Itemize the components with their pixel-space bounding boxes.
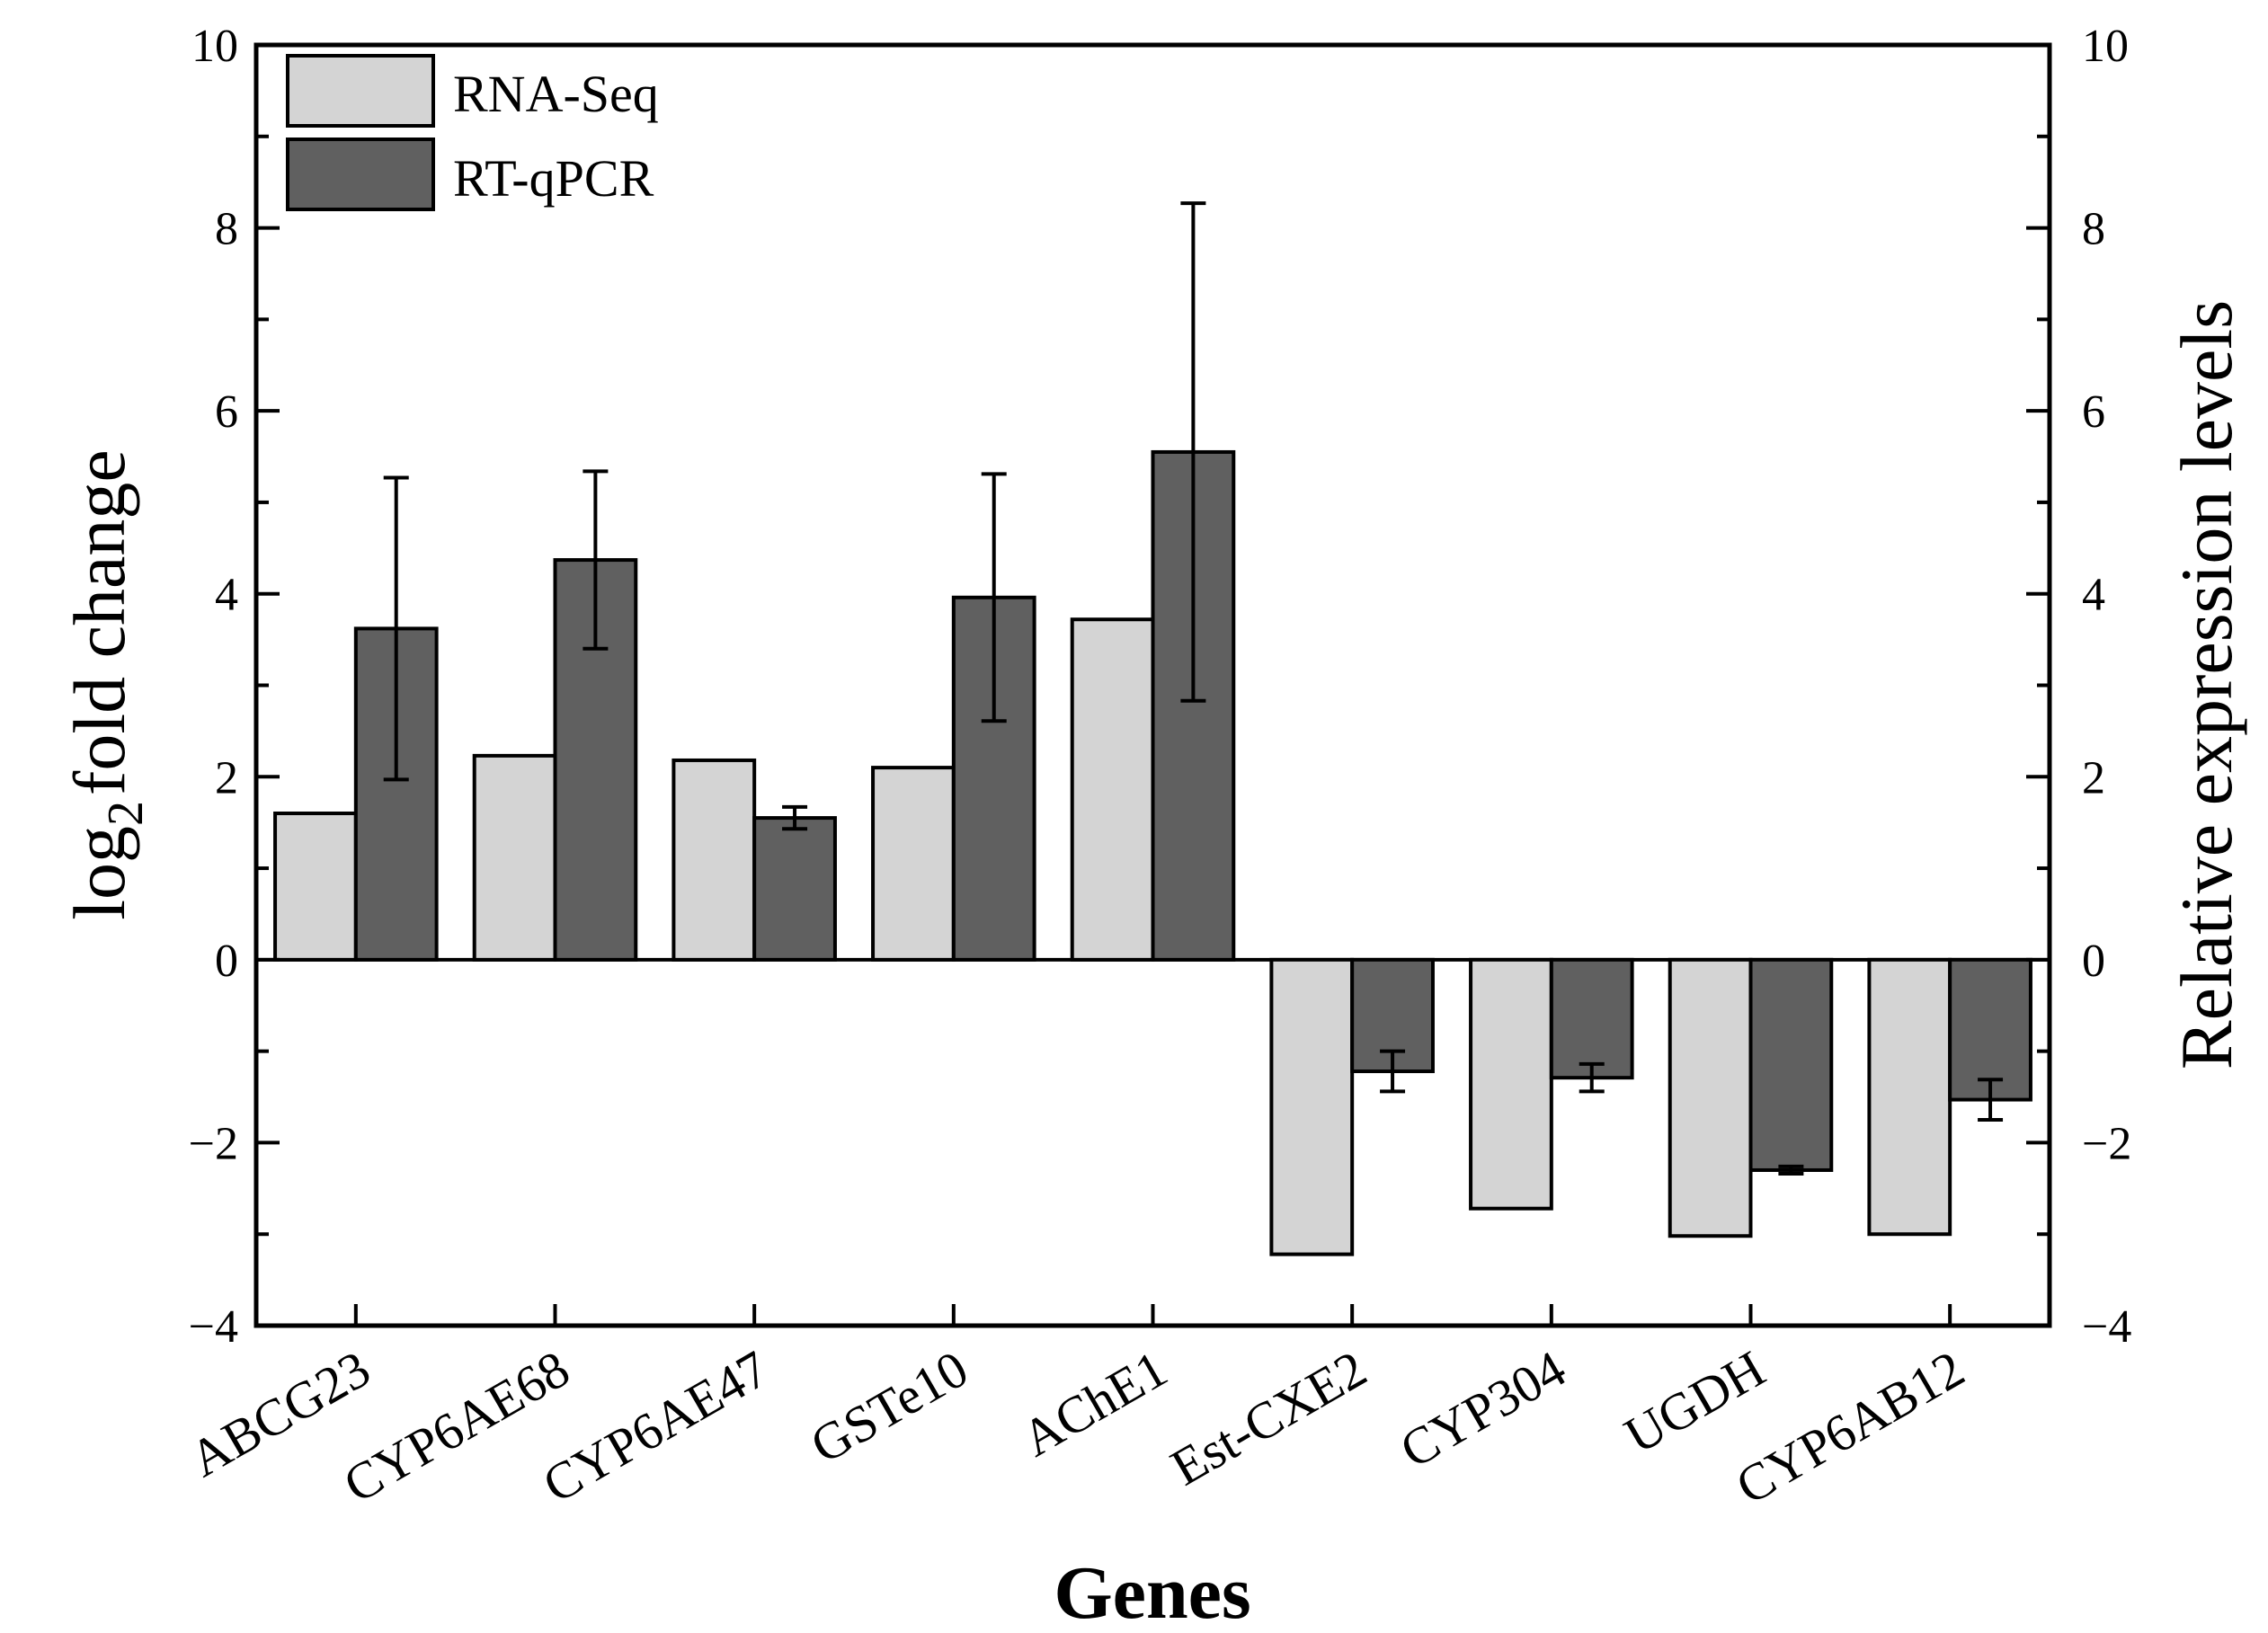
y-axis-title-rest: fold change — [58, 449, 140, 795]
y-tick-label: 4 — [215, 570, 238, 621]
category-label: CYP6AE68 — [334, 1339, 579, 1514]
x-axis-title: Genes — [1054, 1551, 1250, 1633]
category-label: Est-CXE2 — [1161, 1339, 1376, 1497]
legend-label-rt-qpcr: RT-qPCR — [453, 149, 654, 208]
bar-rt-qpcr-cyp6ab12 — [1948, 957, 2032, 1102]
legend-swatch-rna-seq — [286, 54, 435, 128]
bars — [273, 449, 2032, 1256]
y-tick-label: −4 — [189, 1301, 238, 1353]
legend: RNA-Seq RT-qPCR — [286, 54, 659, 211]
bar-rna-seq-cyp6ae68 — [472, 753, 557, 962]
y-tick-label: 2 — [215, 752, 238, 803]
bar-rna-seq-abcg23 — [273, 812, 358, 962]
bar-rt-qpcr-cyp6ae47 — [752, 816, 837, 962]
y-axis-title-subscript: 2 — [98, 801, 154, 826]
y2-tick-label: 0 — [2082, 936, 2105, 987]
bar-rt-qpcr-ugdh — [1748, 957, 1834, 1172]
y2-tick-label: 8 — [2082, 204, 2105, 255]
y2-tick-label: 4 — [2082, 570, 2105, 621]
error-bars — [383, 201, 2004, 1176]
y-tick-label: 10 — [191, 21, 238, 72]
bar-rna-seq-ugdh — [1668, 957, 1753, 1238]
axis-ticks — [256, 43, 2050, 1327]
y2-tick-label: 6 — [2082, 386, 2105, 438]
category-label: CYP304 — [1391, 1339, 1576, 1479]
bar-rna-seq-ache1 — [1070, 617, 1155, 962]
legend-swatch-rt-qpcr — [286, 138, 435, 211]
y-axis-title-base: log — [58, 826, 140, 920]
bar-rna-seq-cyp6ab12 — [1867, 957, 1952, 1237]
y2-tick-label: 2 — [2082, 752, 2105, 803]
y2-tick-labels: −4 −2 0 2 4 6 8 10 — [2082, 21, 2131, 1353]
y-tick-label: 0 — [215, 936, 238, 987]
y2-tick-label: −4 — [2082, 1301, 2131, 1353]
y-tick-label: −2 — [189, 1118, 238, 1169]
y-tick-label: 8 — [215, 204, 238, 255]
y-tick-labels: −4 −2 0 2 4 6 8 10 — [189, 21, 238, 1353]
category-label: GSTe10 — [801, 1339, 977, 1475]
category-label: UGDH — [1614, 1339, 1774, 1465]
bar-rna-seq-cyp304 — [1469, 957, 1553, 1211]
y2-axis-title: Relative expression levels — [2166, 300, 2247, 1069]
bar-rna-seq-cyp6ae47 — [672, 758, 757, 962]
y-tick-label: 6 — [215, 386, 238, 438]
category-label: CYP6AE47 — [533, 1339, 778, 1514]
y-axis-title: log2 fold change — [58, 449, 154, 920]
category-label: AChE1 — [1012, 1339, 1177, 1468]
bar-rna-seq-est-cxe2 — [1269, 957, 1355, 1256]
bar-rna-seq-gste10 — [871, 766, 956, 962]
y2-tick-label: −2 — [2082, 1118, 2131, 1169]
bar-rt-qpcr-cyp304 — [1549, 957, 1634, 1080]
legend-label-rna-seq: RNA-Seq — [453, 65, 659, 123]
category-label: CYP6AB12 — [1726, 1339, 1973, 1515]
y2-tick-label: 10 — [2082, 21, 2129, 72]
